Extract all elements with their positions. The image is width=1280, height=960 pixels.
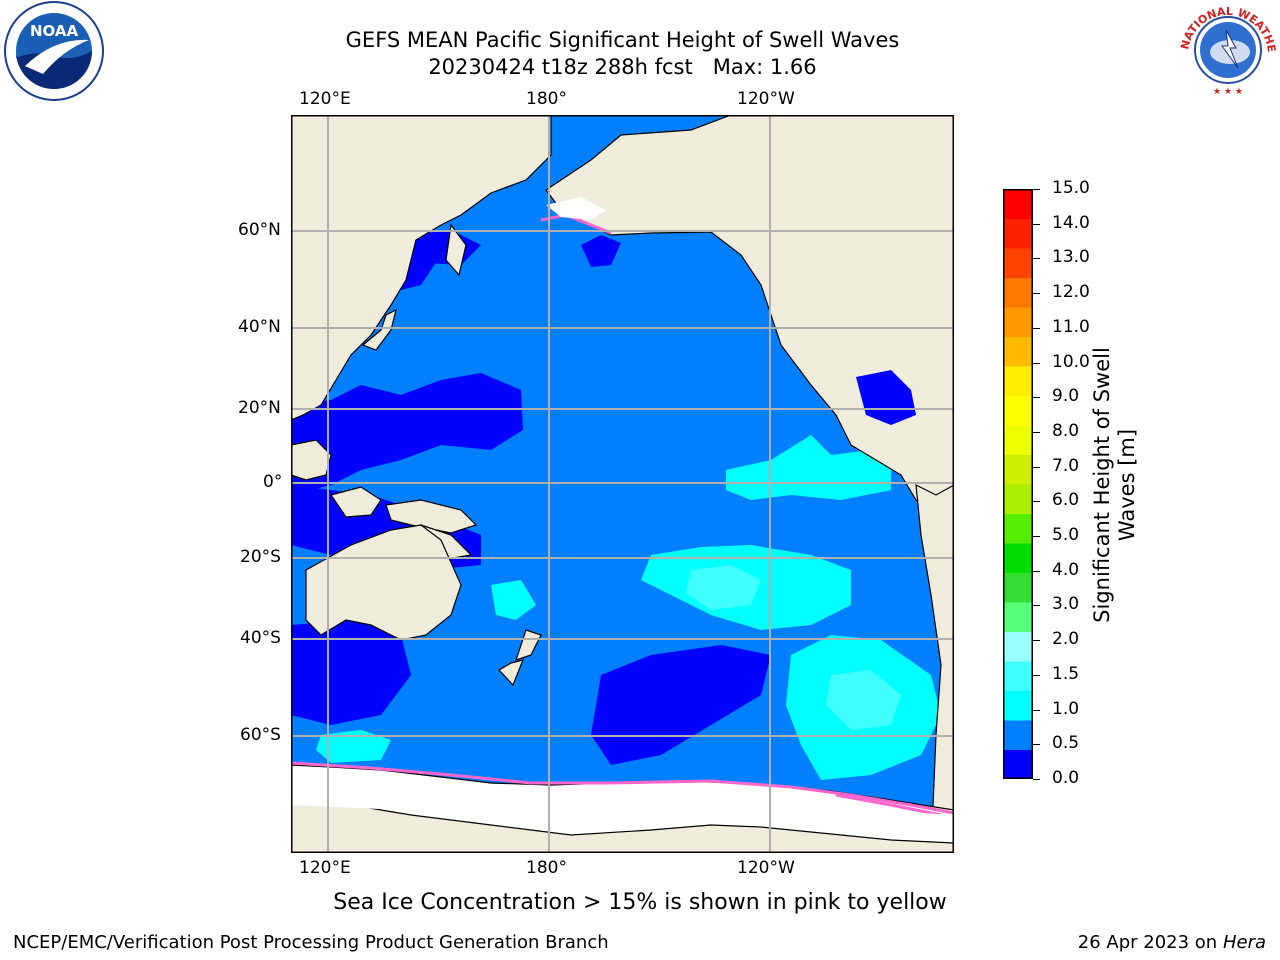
colorbar-band bbox=[1003, 484, 1033, 514]
lat-label: 20°S bbox=[240, 547, 281, 567]
sea-ice-edge bbox=[291, 213, 954, 817]
colorbar-band bbox=[1003, 366, 1033, 396]
colorbar-tick-label: 8.0 bbox=[1052, 420, 1080, 441]
lat-label: 20°N bbox=[238, 398, 281, 418]
colorbar-band bbox=[1003, 248, 1033, 278]
lat-label: 40°S bbox=[240, 628, 281, 648]
map-frame bbox=[291, 115, 954, 853]
colorbar-tick bbox=[1033, 327, 1040, 329]
colorbar-tick-label: 0.5 bbox=[1052, 733, 1080, 754]
colorbar-tick-label: 13.0 bbox=[1052, 247, 1090, 268]
footer-date-text: 26 Apr 2023 on bbox=[1077, 932, 1223, 953]
colorbar-band bbox=[1003, 572, 1033, 603]
colorbar-tick-label: 1.0 bbox=[1052, 698, 1080, 719]
lon-label-bottom: 120°W bbox=[737, 858, 795, 878]
colorbar-band bbox=[1003, 661, 1033, 691]
colorbar-tick bbox=[1033, 744, 1040, 746]
lon-label-top: 180° bbox=[526, 89, 567, 109]
gulf-of-mexico bbox=[856, 370, 916, 425]
colorbar-band bbox=[1003, 336, 1033, 367]
colorbar-title: Significant Height of Swell Waves [m] bbox=[1090, 347, 1139, 623]
lon-label-bottom: 180° bbox=[526, 858, 567, 878]
noaa-logo: NOAA bbox=[4, 1, 104, 101]
footer-host: Hera bbox=[1222, 932, 1266, 953]
footer-date: 26 Apr 2023 on Hera bbox=[1078, 932, 1266, 953]
colorbar-tick bbox=[1033, 258, 1040, 260]
colorbar-band bbox=[1003, 602, 1033, 632]
colorbar-band bbox=[1003, 189, 1033, 219]
lon-label-top: 120°E bbox=[299, 89, 351, 109]
colorbar-band bbox=[1003, 513, 1033, 544]
footer-branch: NCEP/EMC/Verification Post Processing Pr… bbox=[13, 932, 609, 953]
map-grid bbox=[291, 115, 954, 853]
colorbar-band bbox=[1003, 720, 1033, 750]
colorbar-band bbox=[1003, 690, 1033, 721]
colorbar-tick bbox=[1033, 536, 1040, 538]
swell-band-15-20 bbox=[686, 565, 901, 730]
colorbar-band bbox=[1003, 631, 1033, 662]
colorbar-tick-label: 5.0 bbox=[1052, 525, 1080, 546]
colorbar-band bbox=[1003, 454, 1033, 485]
colorbar-tick-label: 0.0 bbox=[1052, 768, 1080, 788]
colorbar-tick-label: 15.0 bbox=[1052, 178, 1090, 198]
colorbar-tick-label: 7.0 bbox=[1052, 455, 1080, 476]
colorbar-tick-label: 10.0 bbox=[1052, 351, 1090, 372]
colorbar-tick bbox=[1033, 570, 1040, 572]
colorbar-tick bbox=[1033, 779, 1040, 780]
colorbar-tick bbox=[1033, 431, 1040, 433]
lon-label-bottom: 120°E bbox=[299, 858, 351, 878]
colorbar-tick-label: 14.0 bbox=[1052, 212, 1090, 233]
colorbar-band bbox=[1003, 218, 1033, 249]
svg-text:★ ★ ★: ★ ★ ★ bbox=[1213, 87, 1243, 97]
colorbar-tick bbox=[1033, 223, 1040, 225]
colorbar-band bbox=[1003, 307, 1033, 337]
colorbar-tick bbox=[1033, 189, 1040, 190]
sea-ice-note: Sea Ice Concentration > 15% is shown in … bbox=[333, 890, 947, 915]
lat-label: 60°N bbox=[238, 220, 281, 240]
colorbar-tick-label: 4.0 bbox=[1052, 559, 1080, 580]
colorbar-tick bbox=[1033, 362, 1040, 364]
colorbar-band bbox=[1003, 277, 1033, 308]
colorbar-tick-label: 12.0 bbox=[1052, 282, 1090, 303]
colorbar-band bbox=[1003, 395, 1033, 426]
colorbar-tick-label: 3.0 bbox=[1052, 594, 1080, 615]
lat-label: 40°N bbox=[238, 317, 281, 337]
nws-logo: NATIONAL WEATHER SERVICE ★ ★ ★ bbox=[1178, 0, 1278, 98]
colorbar-frame bbox=[1003, 189, 1033, 779]
lat-label: 60°S bbox=[240, 725, 281, 745]
colorbar-tick-label: 9.0 bbox=[1052, 386, 1080, 407]
lon-label-top: 120°W bbox=[737, 89, 795, 109]
lat-label: 0° bbox=[263, 472, 283, 492]
colorbar-tick bbox=[1033, 293, 1040, 295]
colorbar-tick bbox=[1033, 605, 1040, 607]
colorbar-tick bbox=[1033, 709, 1040, 711]
colorbar-tick-label: 6.0 bbox=[1052, 490, 1080, 511]
svg-text:NOAA: NOAA bbox=[30, 22, 79, 40]
colorbar-tick-label: 2.0 bbox=[1052, 629, 1080, 650]
colorbar-tick bbox=[1033, 674, 1040, 676]
colorbar-tick-label: 11.0 bbox=[1052, 316, 1090, 337]
colorbar-band bbox=[1003, 425, 1033, 455]
chart-subtitle: 20230424 t18z 288h fcst Max: 1.66 bbox=[428, 55, 817, 79]
colorbar-tick bbox=[1033, 397, 1040, 399]
colorbar bbox=[1003, 189, 1033, 779]
colorbar-tick bbox=[1033, 466, 1040, 468]
colorbar-tick bbox=[1033, 640, 1040, 642]
sea-ice-white bbox=[291, 197, 954, 835]
pacific-swell-map bbox=[291, 115, 954, 853]
chart-title: GEFS MEAN Pacific Significant Height of … bbox=[345, 28, 900, 52]
colorbar-tick bbox=[1033, 501, 1040, 503]
colorbar-tick-label: 1.5 bbox=[1052, 663, 1080, 684]
colorbar-band bbox=[1003, 749, 1033, 779]
colorbar-band bbox=[1003, 543, 1033, 573]
